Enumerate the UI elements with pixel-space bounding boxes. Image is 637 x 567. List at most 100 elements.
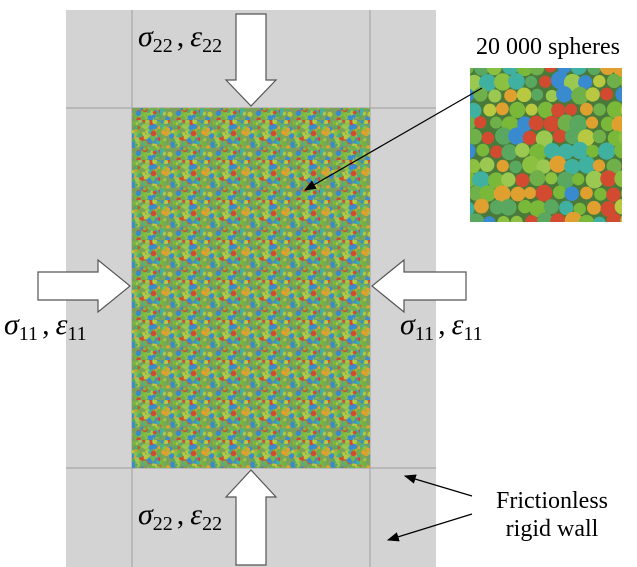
sphere	[549, 156, 566, 173]
sphere	[537, 212, 552, 227]
sphere	[488, 89, 501, 102]
sphere	[545, 172, 557, 184]
sphere	[511, 216, 523, 228]
sphere	[587, 201, 601, 215]
sphere	[593, 103, 606, 116]
index: 11	[415, 323, 434, 345]
sphere	[490, 146, 503, 159]
sphere	[529, 170, 545, 186]
sphere	[593, 159, 605, 171]
specimen	[132, 108, 370, 468]
sphere	[467, 213, 484, 230]
sphere	[586, 87, 600, 101]
symbol: ε	[190, 498, 202, 531]
sphere	[544, 199, 559, 214]
sphere	[593, 217, 606, 230]
symbol: σ	[4, 308, 20, 341]
sphere	[529, 61, 544, 76]
index: 22	[153, 513, 173, 535]
sphere	[544, 60, 556, 72]
sphere	[497, 216, 509, 228]
sphere	[607, 74, 621, 88]
sphere	[580, 187, 593, 200]
index: 22	[153, 35, 173, 57]
sphere	[515, 143, 530, 158]
sphere	[508, 73, 525, 90]
index: 11	[463, 323, 482, 345]
load-label: σ11,ε11	[400, 308, 483, 345]
sphere	[614, 170, 631, 187]
sphere	[474, 61, 489, 76]
sphere	[496, 102, 509, 115]
symbol: ε	[452, 308, 464, 341]
sphere	[553, 129, 567, 143]
sphere	[476, 144, 489, 157]
sphere	[517, 88, 532, 103]
index: 11	[67, 323, 86, 345]
sphere	[483, 216, 495, 228]
sphere	[526, 104, 538, 116]
sphere	[621, 186, 636, 201]
sphere	[614, 142, 630, 158]
sphere	[600, 170, 616, 186]
sphere	[615, 87, 630, 102]
sphere	[572, 173, 584, 185]
symbol: σ	[138, 498, 154, 531]
sphere-inset	[458, 57, 637, 230]
sphere	[580, 103, 593, 116]
sphere	[501, 144, 517, 160]
sphere	[529, 116, 544, 131]
sphere	[606, 213, 621, 228]
sphere	[482, 132, 494, 144]
sphere	[606, 188, 620, 202]
sphere	[593, 130, 606, 143]
sphere	[546, 90, 558, 102]
sphere	[620, 212, 637, 229]
sphere	[531, 89, 543, 101]
sphere	[516, 173, 530, 187]
sphere	[474, 116, 486, 128]
sphere	[620, 73, 637, 90]
sphere	[536, 185, 553, 202]
sphere	[462, 116, 476, 130]
sphere	[600, 88, 613, 101]
symbol: ε	[56, 308, 68, 341]
sphere	[525, 215, 538, 228]
sphere	[483, 104, 496, 117]
sphere	[501, 172, 515, 186]
sphere	[579, 215, 595, 231]
sphere	[550, 213, 565, 228]
symbol: ε	[190, 20, 202, 53]
sphere	[509, 161, 522, 174]
sphere	[600, 59, 616, 75]
sphere	[525, 76, 537, 88]
sphere	[504, 89, 517, 102]
sphere	[509, 102, 525, 118]
sphere	[565, 104, 577, 116]
sphere	[544, 116, 560, 132]
symbol: σ	[138, 20, 154, 53]
separator: ,	[177, 20, 185, 53]
sphere	[474, 199, 489, 214]
sphere	[497, 160, 509, 172]
separator: ,	[177, 498, 185, 531]
separator: ,	[438, 308, 446, 341]
sphere	[593, 75, 605, 87]
sphere	[480, 157, 495, 172]
sphere	[621, 102, 637, 119]
sphere	[487, 61, 502, 76]
sphere	[524, 187, 536, 199]
sphere	[598, 142, 615, 159]
sphere	[556, 86, 572, 102]
sphere	[500, 199, 517, 216]
index: 22	[202, 35, 222, 57]
sphere	[459, 60, 474, 75]
sphere	[511, 187, 526, 202]
separator: ,	[42, 308, 50, 341]
index: 22	[202, 513, 222, 535]
sphere	[571, 59, 587, 75]
sphere	[539, 76, 551, 88]
sphere	[622, 158, 637, 175]
sphere	[466, 129, 482, 145]
sphere	[466, 159, 480, 173]
